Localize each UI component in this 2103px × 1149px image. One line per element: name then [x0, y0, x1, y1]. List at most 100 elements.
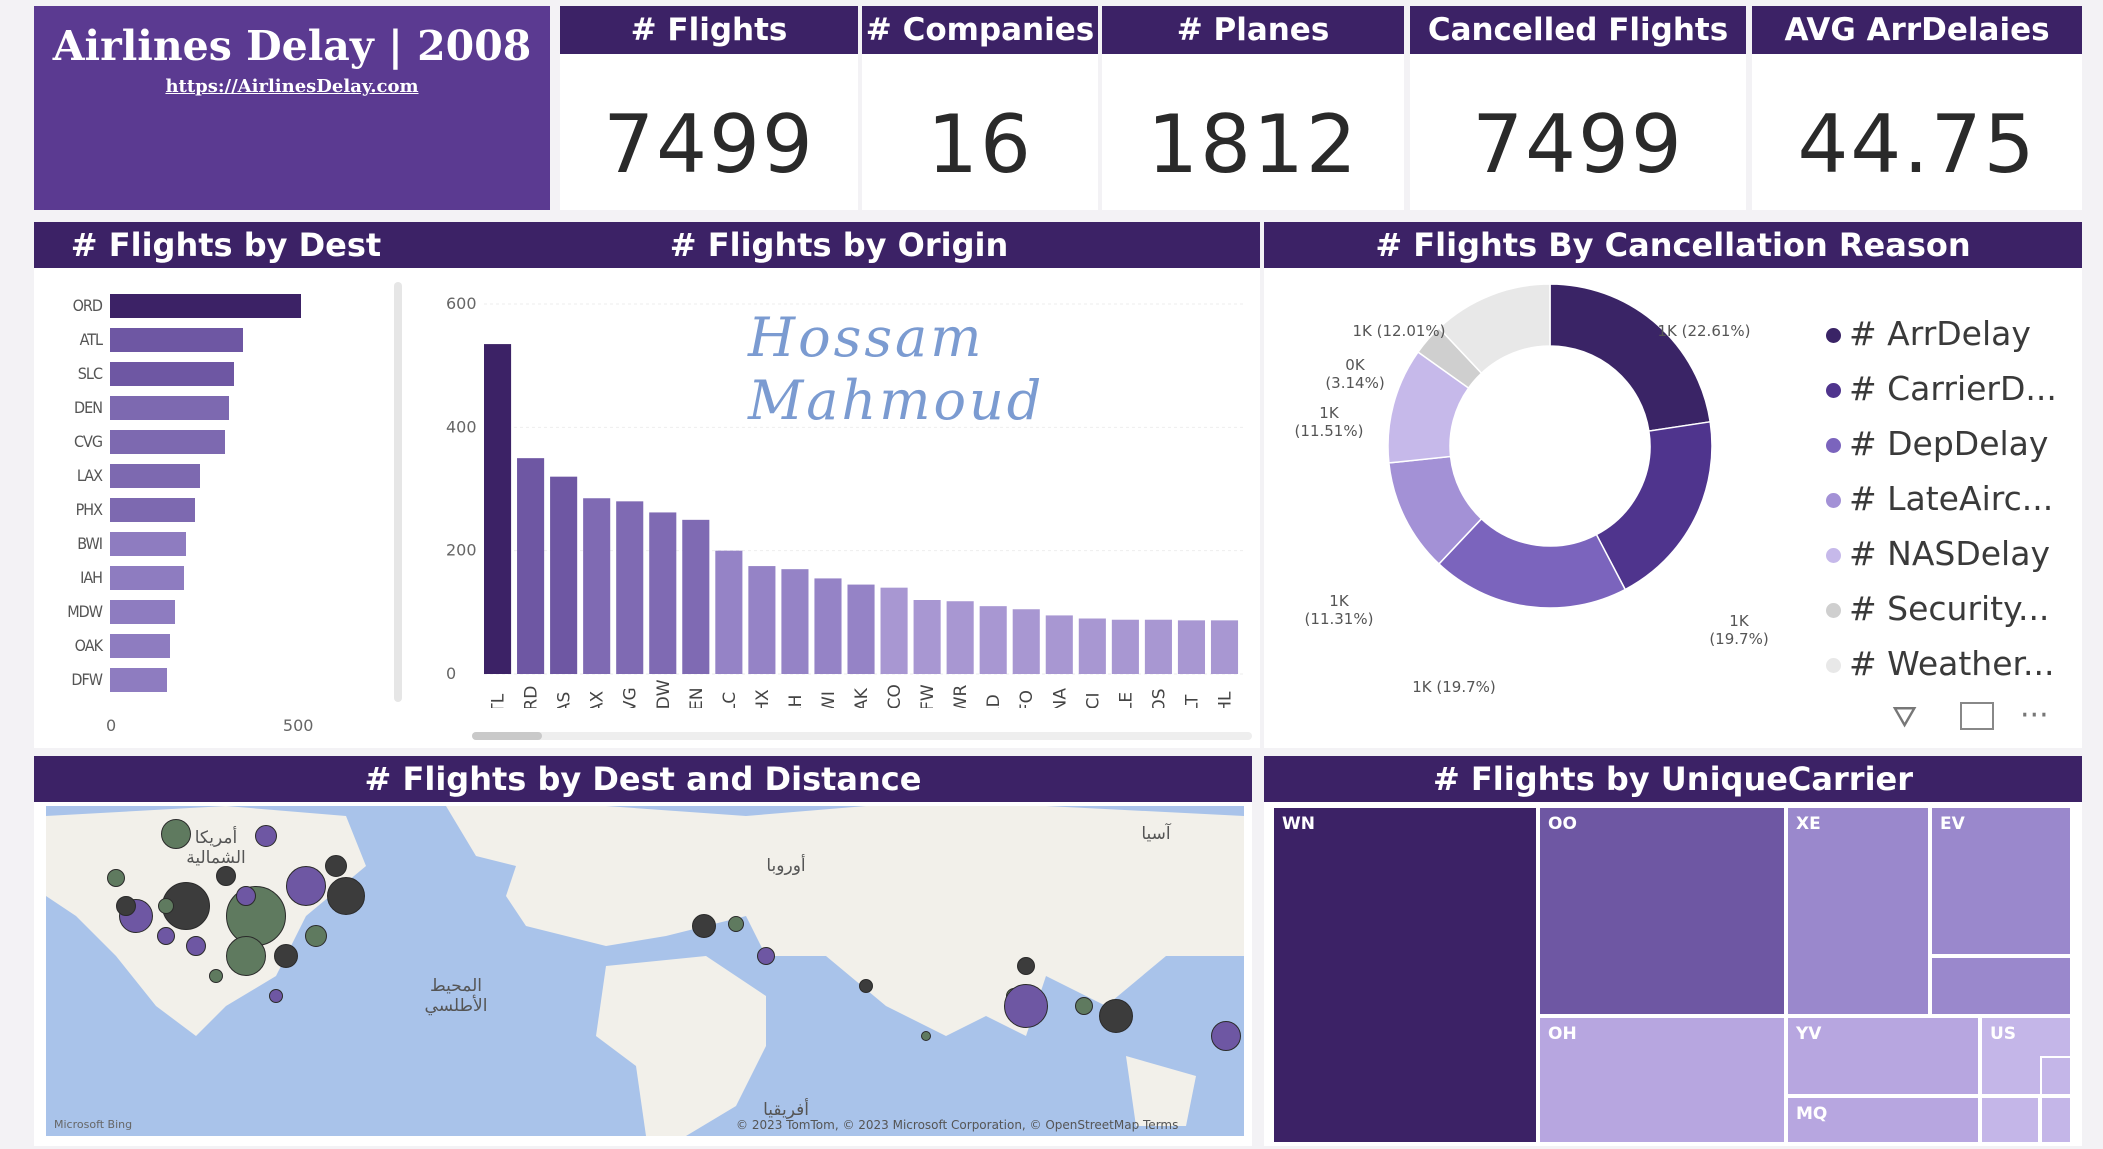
map-bubble[interactable]	[286, 866, 326, 906]
dest-bar-row[interactable]: ORD	[34, 294, 418, 318]
treemap-cell-minor[interactable]	[2040, 1096, 2072, 1144]
dest-bar-row[interactable]: IAH	[34, 566, 418, 590]
origin-bar[interactable]	[913, 600, 941, 674]
origin-bar[interactable]	[1111, 619, 1139, 674]
map-bubble[interactable]	[327, 877, 365, 915]
horizontal-scrollbar[interactable]	[472, 732, 1252, 740]
donut-slice[interactable]	[1595, 420, 1713, 591]
origin-bar[interactable]	[1045, 615, 1073, 674]
map-bubble[interactable]	[226, 886, 286, 946]
dest-bar[interactable]	[110, 396, 229, 420]
origin-bar[interactable]	[715, 550, 743, 674]
dest-bar-row[interactable]: CVG	[34, 430, 418, 454]
origin-bar[interactable]	[484, 344, 512, 674]
dest-bar-row[interactable]: MDW	[34, 600, 418, 624]
map-bubble[interactable]	[305, 925, 327, 947]
origin-bar[interactable]	[880, 587, 908, 674]
treemap-cell[interactable]: MQ	[1786, 1096, 1980, 1144]
map-bubble[interactable]	[216, 866, 236, 886]
origin-bar[interactable]	[616, 501, 644, 674]
origin-bar[interactable]	[1210, 620, 1239, 674]
dest-bar-row[interactable]: LAX	[34, 464, 418, 488]
map-bubble[interactable]	[161, 819, 191, 849]
dest-bar-row[interactable]: PHX	[34, 498, 418, 522]
legend-item[interactable]: # Weather...	[1826, 644, 2055, 683]
map-bubble[interactable]	[158, 898, 174, 914]
treemap-cell-minor[interactable]	[1980, 1096, 2040, 1144]
map-bubble[interactable]	[692, 914, 716, 938]
origin-bar[interactable]	[781, 569, 809, 674]
map-bubble[interactable]	[1211, 1021, 1241, 1051]
map-bubble[interactable]	[209, 969, 223, 983]
more-options-icon[interactable]: ···	[2020, 698, 2049, 733]
origin-bar[interactable]	[1012, 609, 1040, 674]
donut-slice[interactable]	[1437, 283, 1551, 375]
treemap-cell-minor[interactable]	[2040, 1056, 2072, 1096]
dest-bar-row[interactable]: DEN	[34, 396, 418, 420]
treemap-cell[interactable]: WN	[1272, 806, 1538, 1144]
map-bubble[interactable]	[1075, 997, 1093, 1015]
legend-item[interactable]: # LateAirc...	[1826, 479, 2053, 518]
map-bubble[interactable]	[757, 947, 775, 965]
map-bubble[interactable]	[157, 927, 175, 945]
origin-bar[interactable]	[1144, 619, 1172, 674]
vertical-scrollbar[interactable]	[394, 282, 402, 702]
origin-bar[interactable]	[847, 584, 875, 674]
map-bubble[interactable]	[728, 916, 744, 932]
map-bubble[interactable]	[325, 855, 347, 877]
dest-bar-row[interactable]: OAK	[34, 634, 418, 658]
origin-bar[interactable]	[814, 578, 842, 674]
map-bubble[interactable]	[255, 825, 277, 847]
map-bubble[interactable]	[1017, 957, 1035, 975]
legend-item[interactable]: # ArrDelay	[1826, 314, 2031, 353]
dest-bar[interactable]	[110, 634, 171, 658]
dest-bar-row[interactable]: ATL	[34, 328, 418, 352]
origin-bar[interactable]	[946, 601, 974, 674]
origin-bar[interactable]	[748, 566, 776, 674]
map-canvas[interactable]: أمريكا الشمالية المحيط الأطلسي أوروبا آس…	[46, 806, 1244, 1136]
map-bubble[interactable]	[186, 936, 206, 956]
origin-bar[interactable]	[1078, 618, 1106, 675]
map-bubble[interactable]	[1099, 999, 1133, 1033]
treemap-cell[interactable]: EV	[1930, 806, 2072, 956]
focus-mode-icon[interactable]	[1960, 702, 1994, 730]
origin-bar[interactable]	[979, 606, 1007, 674]
carrier-treemap[interactable]: WN OO XE EV OH YV US MQ	[1272, 806, 2072, 1144]
origin-bar[interactable]	[649, 512, 677, 674]
dest-bar[interactable]	[110, 464, 201, 488]
treemap-cell[interactable]: OH	[1538, 1016, 1786, 1144]
map-bubble[interactable]	[226, 936, 266, 976]
map-bubble[interactable]	[116, 896, 136, 916]
origin-bar[interactable]	[682, 519, 710, 674]
map-bubble[interactable]	[274, 944, 298, 968]
dest-bar[interactable]	[110, 532, 187, 556]
map-bubble[interactable]	[236, 886, 256, 906]
map-bubble[interactable]	[269, 989, 283, 1003]
dest-bar[interactable]	[110, 668, 167, 692]
treemap-cell[interactable]: XE	[1786, 806, 1930, 1016]
treemap-cell-minor[interactable]	[1930, 956, 2072, 1016]
dest-bar[interactable]	[110, 294, 302, 318]
map-bubble[interactable]	[107, 869, 125, 887]
origin-bar[interactable]	[517, 458, 545, 674]
dest-bar[interactable]	[110, 566, 185, 590]
dest-bar[interactable]	[110, 328, 243, 352]
map-bubble[interactable]	[1004, 984, 1048, 1028]
dest-bar-row[interactable]: BWI	[34, 532, 418, 556]
dest-bar[interactable]	[110, 430, 225, 454]
filter-icon[interactable]: ⛛	[1892, 700, 1918, 735]
origin-bar[interactable]	[583, 498, 611, 674]
origin-bar[interactable]	[550, 476, 578, 674]
legend-item[interactable]: # DepDelay	[1826, 424, 2048, 463]
donut-slice[interactable]	[1549, 283, 1712, 432]
map-bubble[interactable]	[859, 979, 873, 993]
map-bubble[interactable]	[921, 1031, 931, 1041]
treemap-cell[interactable]: OO	[1538, 806, 1786, 1016]
dest-bar[interactable]	[110, 600, 176, 624]
dest-bar-row[interactable]: DFW	[34, 668, 418, 692]
legend-item[interactable]: # CarrierD...	[1826, 369, 2057, 408]
legend-item[interactable]: # Security...	[1826, 589, 2049, 628]
dest-bar[interactable]	[110, 362, 234, 386]
dashboard-url[interactable]: https://AirlinesDelay.com	[165, 76, 419, 97]
origin-bar[interactable]	[1177, 620, 1206, 674]
